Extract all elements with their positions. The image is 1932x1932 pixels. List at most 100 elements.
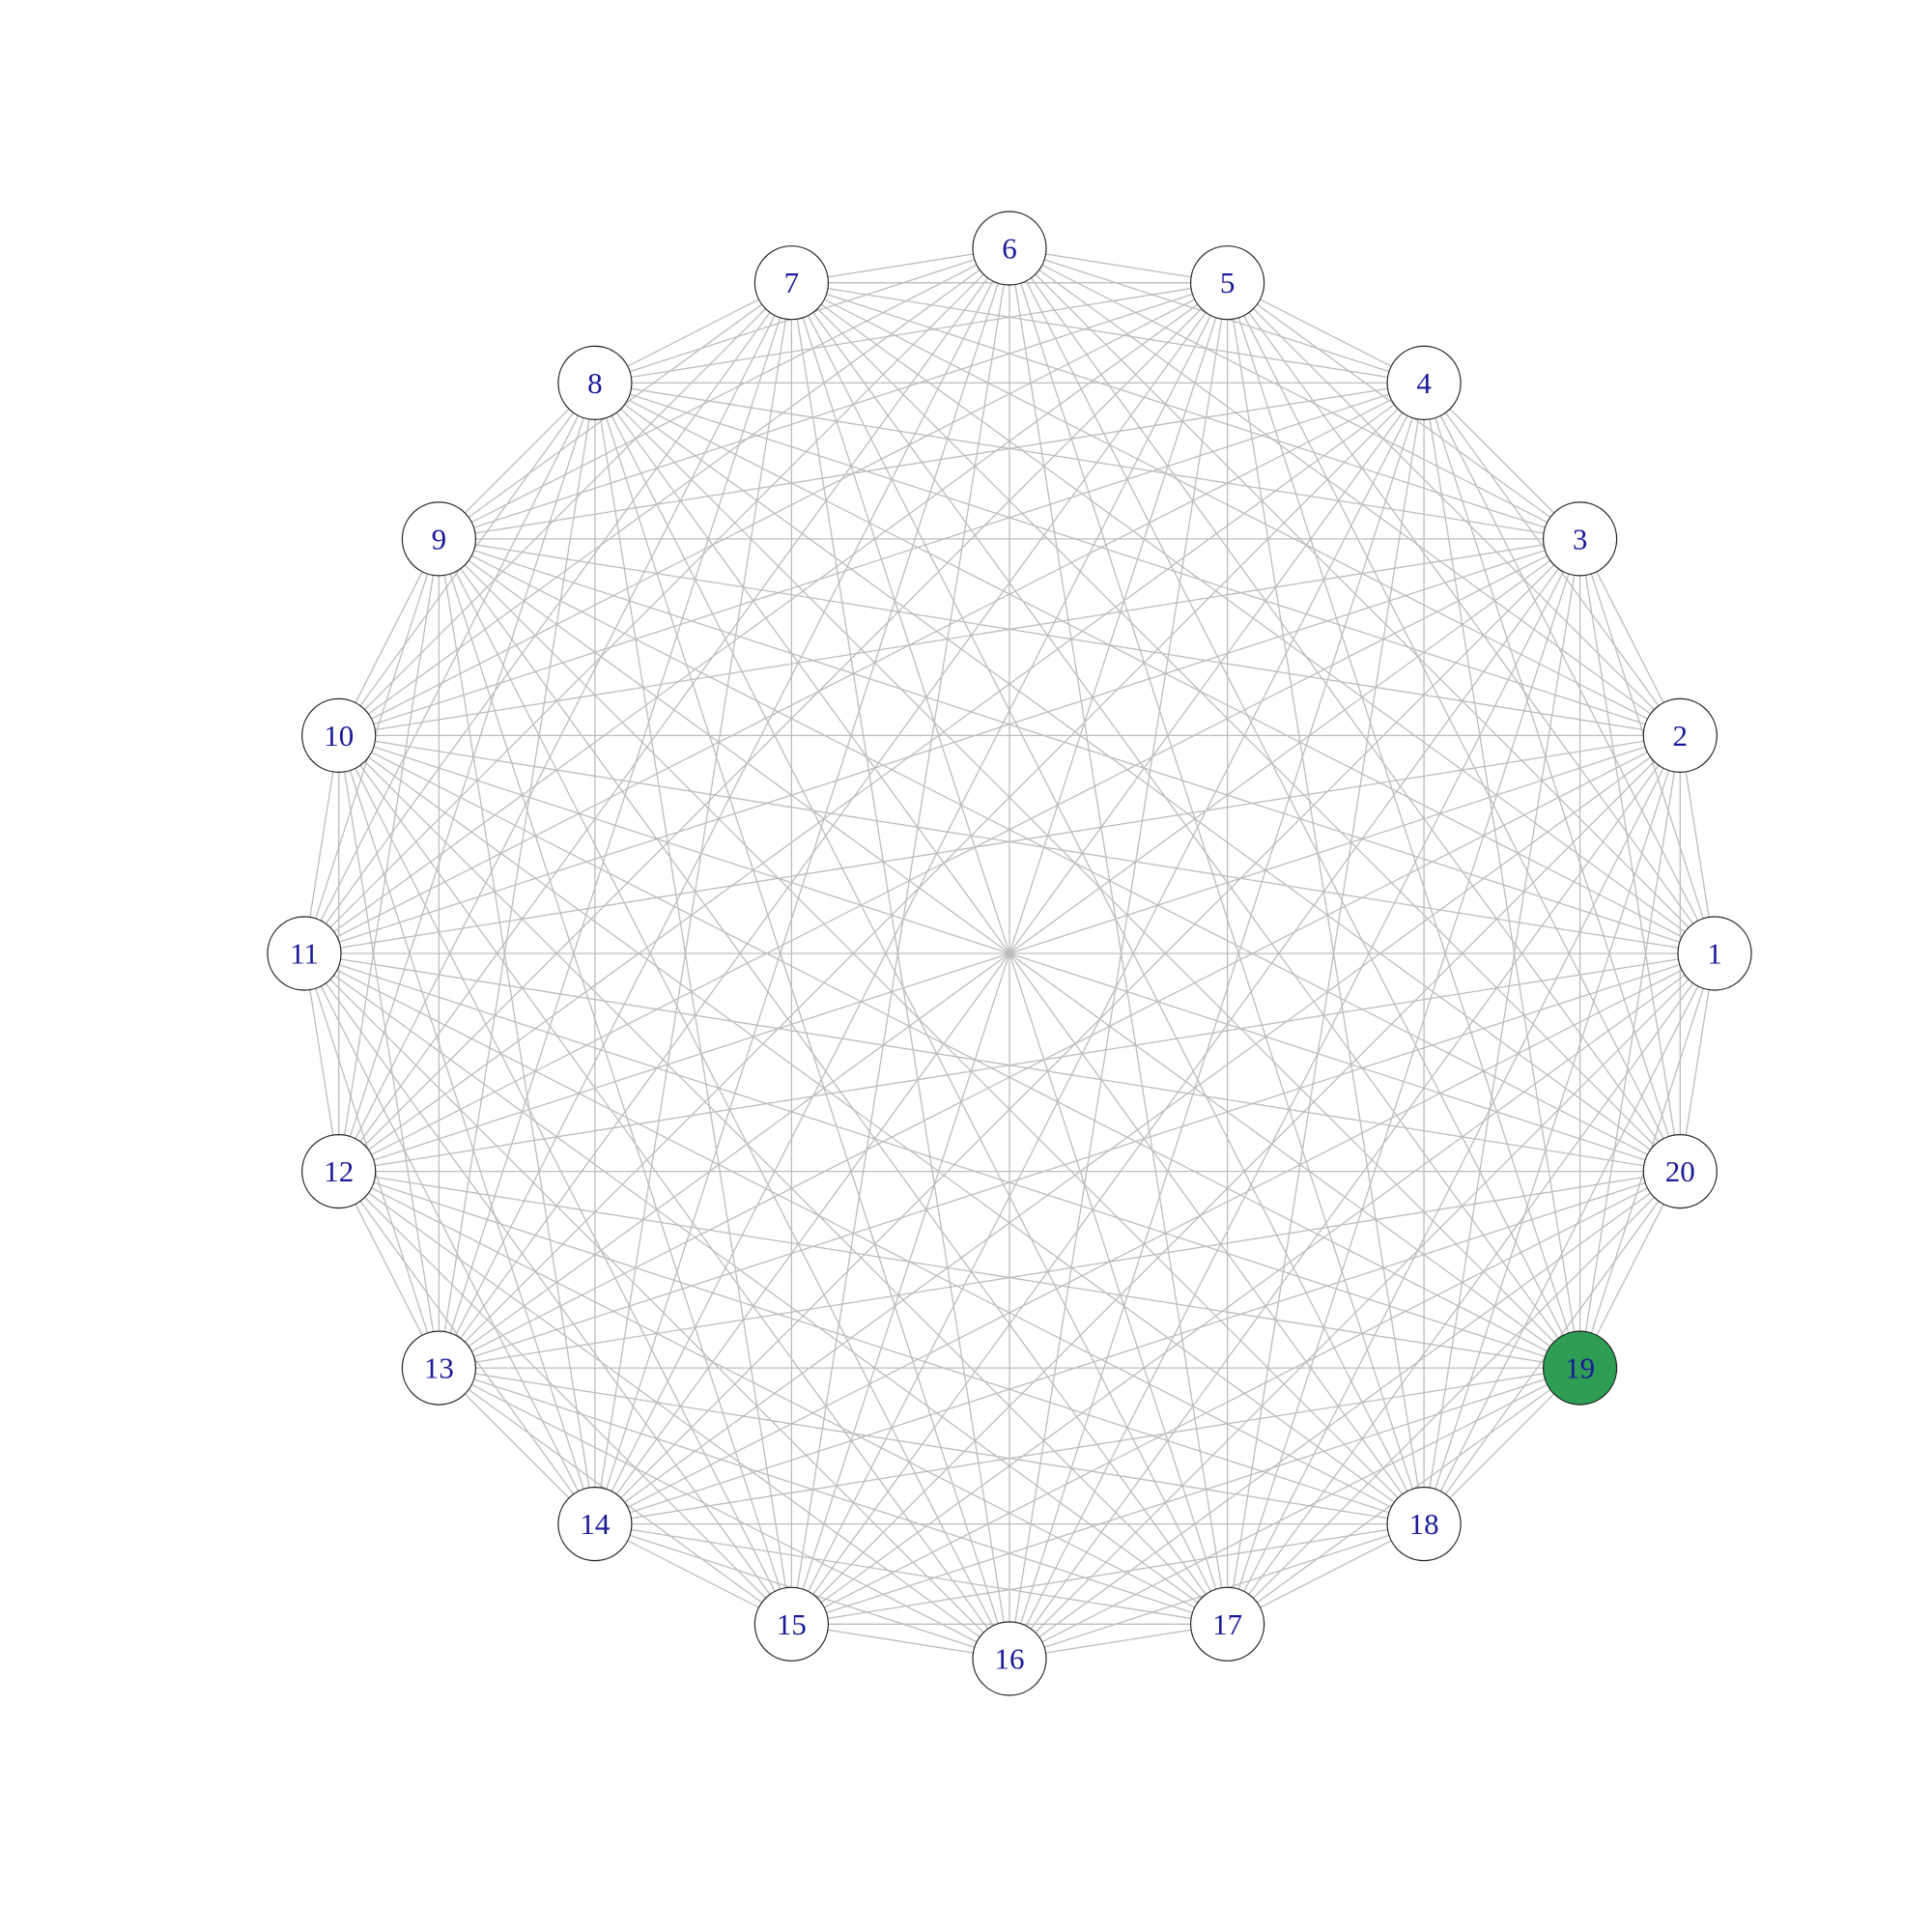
edge-9-16 [438, 538, 1010, 1660]
edge-3-18 [1423, 538, 1581, 1524]
edge-10-14 [338, 735, 596, 1524]
node-circle-2 [1642, 697, 1718, 774]
edge-8-17 [594, 383, 1229, 1625]
edge-6-18 [1009, 247, 1425, 1524]
edge-4-19 [1423, 383, 1581, 1369]
node-circle-3 [1542, 501, 1618, 577]
edge-4-15 [790, 383, 1425, 1625]
node-6: 6 [972, 211, 1047, 286]
edge-9-18 [438, 538, 1425, 1525]
node-circle-16 [972, 1621, 1047, 1696]
edge-1-16 [1009, 952, 1716, 1660]
node-11: 11 [267, 916, 342, 991]
edge-5-18 [1226, 282, 1425, 1524]
node-13: 13 [401, 1330, 476, 1406]
edge-2-19 [1578, 735, 1681, 1369]
node-label-5: 5 [1220, 266, 1236, 299]
edge-8-11 [303, 383, 596, 954]
node-8: 8 [557, 345, 633, 420]
edge-4-13 [438, 382, 1425, 1369]
node-circle-1 [1677, 916, 1752, 991]
edge-1-10 [338, 734, 1716, 954]
edge-11-19 [303, 952, 1580, 1369]
node-circle-13 [401, 1330, 476, 1406]
edge-1-4 [1423, 383, 1716, 954]
edge-15-18 [791, 1522, 1425, 1625]
edge-1-18 [1423, 952, 1716, 1524]
node-label-14: 14 [580, 1507, 611, 1541]
edge-11-15 [303, 952, 792, 1625]
edge-14-17 [594, 1522, 1228, 1625]
node-20: 20 [1642, 1133, 1718, 1209]
edge-8-15 [594, 383, 793, 1625]
node-label-20: 20 [1665, 1154, 1695, 1188]
edge-5-8 [594, 282, 1228, 384]
edge-16-20 [1009, 1171, 1681, 1660]
edge-12-15 [338, 1171, 792, 1625]
edge-15-19 [791, 1367, 1580, 1625]
edge-7-19 [790, 282, 1581, 1369]
edge-4-17 [1226, 383, 1425, 1625]
edge-1-6 [1009, 247, 1716, 954]
edge-11-17 [303, 952, 1228, 1625]
edge-10-13 [338, 735, 440, 1369]
edge-7-14 [594, 282, 793, 1524]
edge-13-18 [439, 1367, 1425, 1525]
edge-3-14 [594, 538, 1581, 1525]
node-5: 5 [1189, 245, 1265, 321]
node-circle-6 [972, 211, 1047, 286]
edge-5-20 [1227, 282, 1681, 1172]
edge-2-17 [1227, 735, 1681, 1625]
node-10: 10 [301, 697, 377, 774]
node-label-3: 3 [1573, 522, 1588, 555]
edge-8-16 [594, 383, 1010, 1660]
node-circle-5 [1189, 245, 1265, 321]
edge-5-16 [1009, 282, 1229, 1660]
node-label-2: 2 [1673, 719, 1689, 753]
edge-7-16 [790, 282, 1010, 1660]
edge-13-20 [439, 1170, 1681, 1369]
edge-2-9 [439, 538, 1681, 737]
node-17: 17 [1189, 1586, 1265, 1662]
node-3: 3 [1542, 501, 1618, 577]
edge-8-13 [438, 383, 596, 1369]
edge-13-17 [439, 1367, 1228, 1625]
edge-3-10 [338, 538, 1580, 737]
node-circle-15 [753, 1586, 830, 1662]
edge-6-19 [1009, 247, 1581, 1369]
edge-11-18 [303, 952, 1425, 1525]
node-label-4: 4 [1416, 366, 1432, 400]
edge-7-18 [790, 282, 1425, 1524]
edge-4-20 [1423, 383, 1681, 1172]
node-label-11: 11 [290, 937, 319, 971]
edge-12-16 [338, 1171, 1010, 1660]
edge-9-20 [439, 538, 1681, 1173]
edge-3-20 [1578, 538, 1681, 1172]
edge-6-13 [438, 247, 1010, 1369]
node-label-7: 7 [784, 266, 800, 299]
edge-7-10 [338, 282, 792, 736]
edge-1-8 [594, 382, 1716, 954]
edge-2-5 [1227, 282, 1681, 736]
edge-7-12 [338, 282, 792, 1172]
edge-2-15 [790, 734, 1681, 1625]
node-label-9: 9 [432, 522, 447, 555]
edge-9-12 [338, 538, 440, 1172]
edge-4-11 [303, 382, 1425, 954]
node-circle-12 [301, 1133, 377, 1209]
edge-11-14 [303, 952, 596, 1524]
edge-10-19 [338, 734, 1580, 1369]
edge-6-15 [790, 247, 1010, 1625]
edge-2-13 [439, 734, 1681, 1369]
edge-5-14 [594, 282, 1229, 1524]
edge-11-20 [303, 952, 1681, 1173]
edge-3-12 [338, 538, 1580, 1173]
node-15: 15 [753, 1586, 830, 1662]
node-circle-10 [301, 697, 377, 774]
edge-17-20 [1227, 1171, 1681, 1625]
edge-1-14 [594, 952, 1716, 1525]
node-circle-14 [557, 1486, 633, 1562]
edge-10-18 [338, 734, 1425, 1525]
edge-10-20 [338, 734, 1681, 1173]
node-19: 19 [1542, 1330, 1618, 1406]
